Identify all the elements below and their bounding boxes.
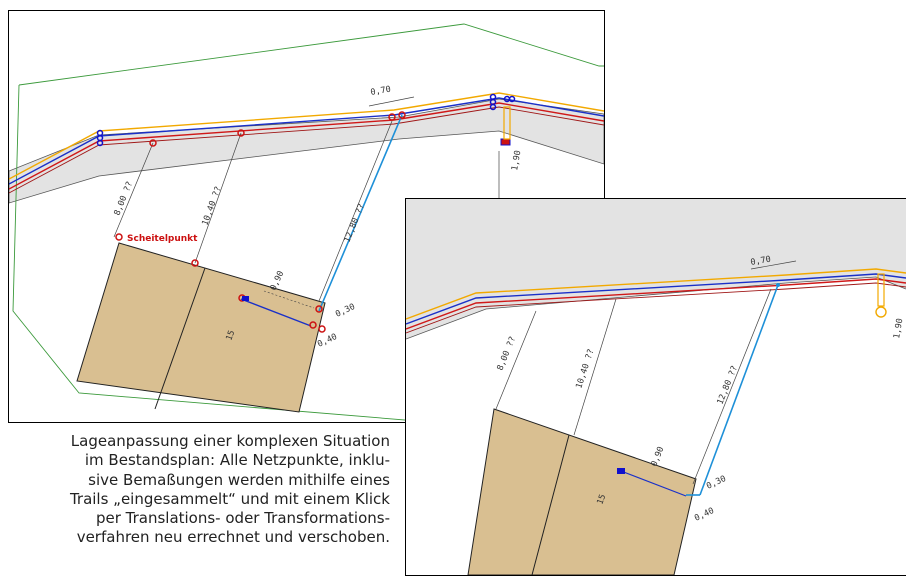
dark-line — [9, 106, 604, 194]
caption-line: verfahren neu errechnet und verschoben. — [76, 528, 390, 547]
cad-drawing-after: 0,70 8,00 ?? 10,40 ?? 12,80 ?? 1,90 0,90… — [406, 199, 906, 575]
road-area — [9, 98, 604, 204]
caption-line: im Bestandsplan: Alle Netzpunkte, inklu- — [84, 451, 390, 470]
end-marker — [617, 468, 625, 474]
dim-1: 8,00 ?? — [496, 335, 519, 372]
end-marker — [242, 296, 249, 301]
red-line — [406, 278, 906, 330]
parcel-number: 15 — [224, 329, 237, 342]
dim-4: 1,90 — [510, 150, 523, 172]
dim-top: 0,70 — [750, 255, 772, 268]
cad-drawing-before: Scheitelpunkt 0,70 8,00 ?? 10,40 ?? 12,8… — [9, 23, 604, 422]
dim-line-2 — [573, 298, 617, 436]
caption-line: sive Bemaßungen werden mithilfe eines — [88, 470, 390, 489]
dim-line-1 — [113, 142, 154, 238]
dim-3: 12,80 ?? — [343, 202, 368, 244]
dim-line-5 — [263, 290, 315, 309]
caption-line: Lageanpassung einer komplexen Situation — [70, 432, 390, 450]
valve-marker — [875, 306, 887, 318]
dim-2: 10,40 ?? — [200, 185, 223, 227]
blue-line — [406, 273, 906, 325]
dim-line-3 — [692, 288, 772, 485]
dark-line — [406, 282, 906, 334]
dim-3: 12,80 ?? — [716, 364, 741, 406]
dim-top: 0,70 — [370, 85, 392, 98]
valve-marker — [500, 138, 511, 146]
dim-7: 0,40 — [693, 506, 716, 524]
orange-line — [9, 92, 604, 180]
dim-4: 1,90 — [892, 318, 905, 340]
dim-5: 0,90 — [650, 445, 667, 468]
dim-line-top — [750, 260, 797, 270]
dim-6: 0,30 — [705, 474, 728, 492]
trail-line — [699, 284, 779, 496]
dim-6: 0,30 — [334, 302, 357, 320]
dim-line-3 — [318, 120, 393, 302]
boundary-line — [18, 23, 604, 86]
trail-line — [318, 114, 403, 312]
dim-7: 0,40 — [316, 332, 339, 350]
caption-line: per Translations- oder Transformations- — [95, 509, 390, 528]
label-scheitelpunkt: Scheitelpunkt — [127, 234, 198, 244]
network-points — [115, 111, 406, 333]
orange-line — [406, 268, 906, 320]
parcel — [76, 242, 326, 413]
orange-box — [503, 106, 511, 140]
road-area — [406, 199, 906, 339]
dim-2: 10,40 ?? — [574, 348, 596, 390]
dim-line-1 — [495, 310, 537, 410]
parcel-divider — [154, 267, 206, 410]
figure-caption: Lageanpassung einer komplexen Situation … — [12, 432, 390, 548]
dim-line-2 — [194, 132, 242, 264]
blue-points — [96, 93, 516, 147]
boundary-line-left — [12, 84, 430, 422]
parcel-divider — [531, 434, 570, 575]
parcel-inner-line — [620, 470, 687, 497]
cad-view-after: 0,70 8,00 ?? 10,40 ?? 12,80 ?? 1,90 0,90… — [405, 198, 906, 576]
orange-box — [877, 273, 885, 307]
parcel-number: 15 — [595, 493, 608, 506]
caption-line: Trails „eingesammelt“ und mit einem Klic… — [69, 489, 390, 508]
dim-line-top — [368, 96, 415, 107]
dim-1: 8,00 ?? — [113, 180, 136, 217]
dim-5: 0,90 — [269, 269, 287, 292]
parcel-inner-line — [240, 298, 312, 327]
parcel — [467, 408, 697, 575]
trail-point — [776, 283, 780, 287]
